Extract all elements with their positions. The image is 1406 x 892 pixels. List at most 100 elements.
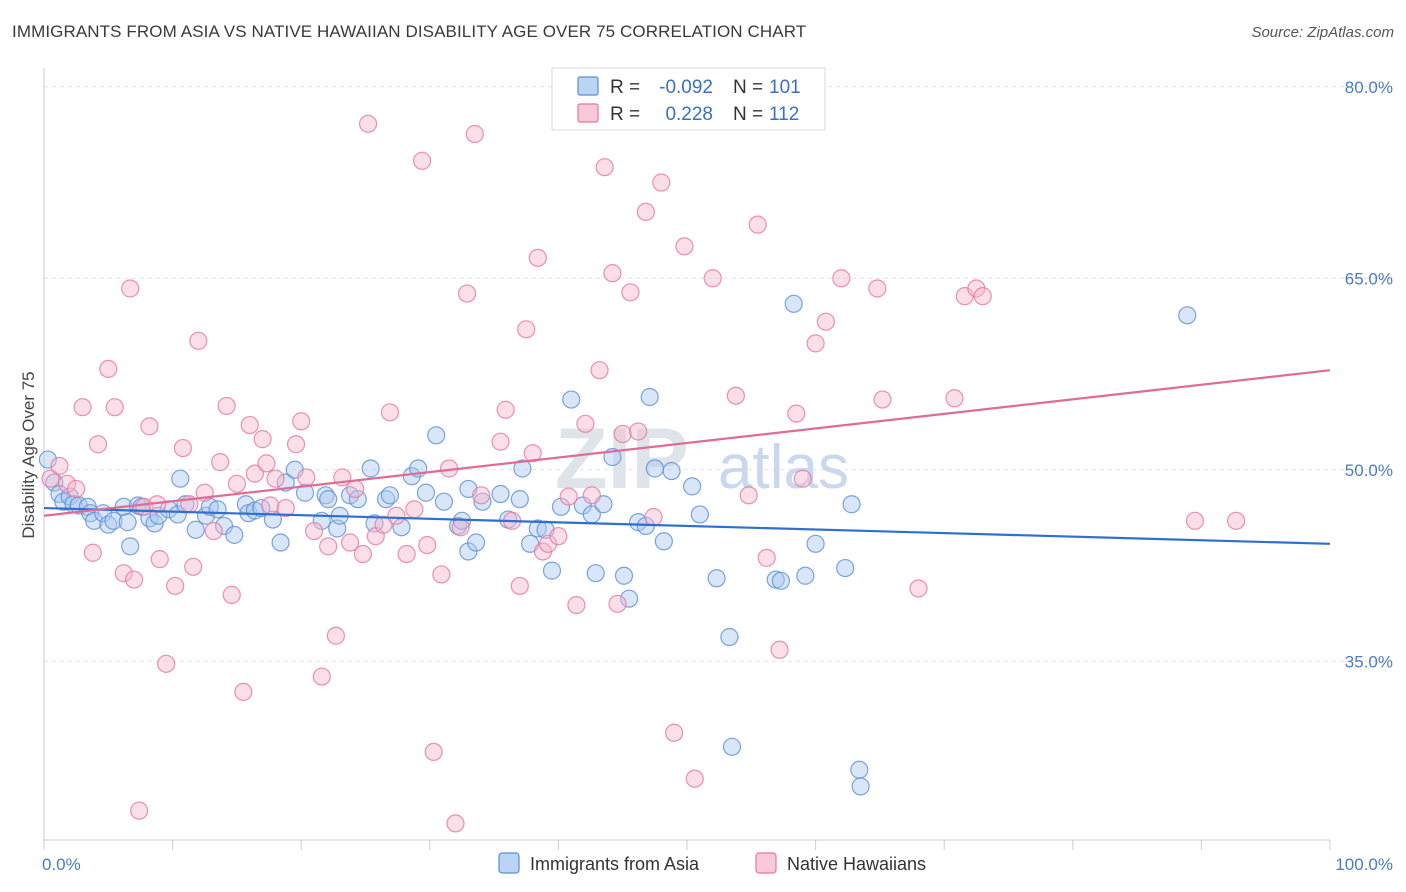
point-native-hawaiians [140,417,159,436]
point-native-hawaiians [73,398,92,417]
point-native-hawaiians [222,585,241,604]
point-immigrants-from-asia [121,537,140,556]
gridlines [44,86,1390,662]
point-immigrants-from-asia [720,627,739,647]
legend-r-label: R = [610,104,640,125]
point-native-hawaiians [636,202,655,221]
legend-r-value: 0.228 [665,104,713,125]
legend-swatch-pink [577,103,599,123]
point-native-hawaiians [703,269,722,288]
point-native-hawaiians [748,215,767,234]
point-native-hawaiians [150,550,169,569]
legend-swatch-blue [577,76,599,96]
point-native-hawaiians [973,287,992,306]
point-immigrants-from-asia [427,426,446,445]
point-immigrants-from-asia [722,737,742,756]
point-native-hawaiians [286,435,306,454]
point-native-hawaiians [166,576,185,596]
point-native-hawaiians [211,453,230,472]
point-native-hawaiians [340,533,360,552]
point-native-hawaiians [253,430,272,449]
point-native-hawaiians [567,595,586,615]
point-immigrants-from-asia [784,294,803,313]
point-native-hawaiians [234,682,253,702]
y-tick-labels: 35.0% 50.0% 65.0% 80.0% [1345,78,1393,671]
point-native-hawaiians [157,654,176,673]
point-native-hawaiians [189,331,208,350]
point-immigrants-from-asia [416,483,436,502]
point-native-hawaiians [58,474,77,493]
point-native-hawaiians [83,543,102,562]
point-native-hawaiians [457,284,477,303]
point-native-hawaiians [549,527,568,546]
point-immigrants-from-asia [473,492,492,511]
point-native-hawaiians [621,283,640,302]
point-immigrants-from-asia [562,390,581,409]
legend-swatch-pink [755,852,777,874]
point-immigrants-from-asia [466,533,486,552]
point-native-hawaiians [608,594,627,613]
point-native-hawaiians [665,723,684,742]
point-native-hawaiians [184,557,203,576]
point-native-hawaiians [297,468,316,487]
point-native-hawaiians [418,535,437,555]
point-native-hawaiians [446,814,465,833]
x-tick-labels: 0.0% 100.0% [42,855,1393,874]
point-native-hawaiians [124,570,144,589]
point-immigrants-from-asia [542,561,562,580]
point-immigrants-from-asia [271,533,290,552]
point-native-hawaiians [245,464,265,483]
point-immigrants-from-asia [214,516,234,536]
point-immigrants-from-asia [620,589,639,608]
point-native-hawaiians [757,548,776,567]
point-native-hawaiians [50,456,69,476]
point-native-hawaiians [472,486,491,505]
point-native-hawaiians [644,507,663,527]
legend-r-value: -0.092 [659,77,713,98]
point-native-hawaiians [539,534,558,553]
point-native-hawaiians [312,667,331,686]
point-native-hawaiians [266,469,285,488]
trend-line-native-hawaiians [43,369,1331,517]
point-immigrants-from-asia [171,469,190,488]
point-immigrants-from-asia [851,777,870,796]
point-immigrants-from-asia [434,492,454,511]
point-native-hawaiians [130,801,149,820]
axes [43,68,1331,850]
point-native-hawaiians [945,389,964,408]
legend-label-native-hawaiians: Native Hawaiians [787,854,926,874]
point-native-hawaiians [358,114,378,133]
watermark: ZIP atlas [555,411,849,507]
point-native-hawaiians [873,390,892,409]
y-tick-label: 35.0% [1345,652,1393,671]
point-immigrants-from-asia [225,525,244,544]
point-native-hawaiians [832,269,851,288]
point-native-hawaiians [240,415,259,435]
point-native-hawaiians [405,500,424,519]
point-native-hawaiians [173,438,192,458]
legend-n-label: N = [733,77,763,98]
point-immigrants-from-asia [491,484,510,504]
point-native-hawaiians [770,640,789,659]
point-native-hawaiians [675,237,694,256]
point-native-hawaiians [1227,511,1246,530]
point-immigrants-from-asia [645,459,664,478]
series-legend: Immigrants from Asia Native Hawaiians [498,852,926,874]
point-native-hawaiians [496,400,515,419]
point-native-hawaiians [603,264,622,283]
chart-title: IMMIGRANTS FROM ASIA VS NATIVE HAWAIIAN … [12,22,807,41]
point-native-hawaiians [292,412,311,431]
point-native-hawaiians [397,544,416,564]
point-immigrants-from-asia [842,495,861,514]
point-native-hawaiians [412,151,432,170]
correlation-legend: R = -0.092 N = 101 R = 0.228 N = 112 [551,67,826,131]
point-immigrants-from-asia [295,483,315,502]
y-tick-label: 50.0% [1345,461,1393,480]
point-native-hawaiians [787,404,806,423]
point-native-hawaiians [685,769,704,788]
point-native-hawaiians [380,403,400,422]
point-native-hawaiians [304,521,324,541]
point-native-hawaiians [346,479,365,499]
trend-line-immigrants-from-asia [43,506,1331,545]
point-native-hawaiians [261,496,280,515]
